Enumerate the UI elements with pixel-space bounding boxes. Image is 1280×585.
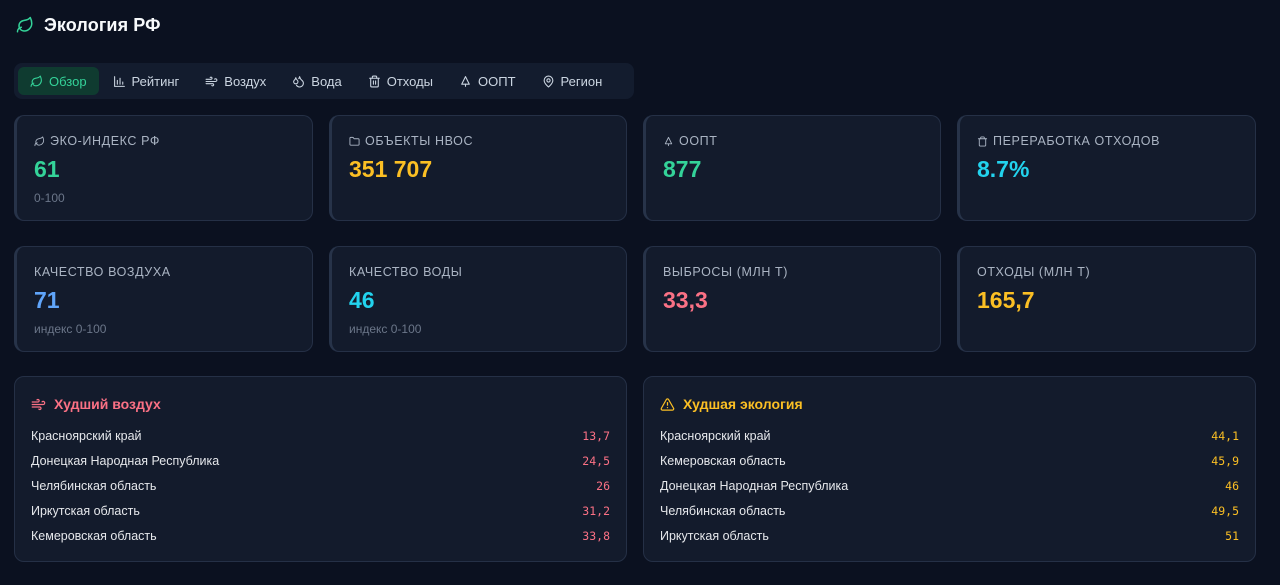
bar-chart-icon [113,75,125,87]
trash-icon [368,75,380,87]
panel-title: Худшая экология [660,396,803,412]
tab-label: Вода [311,73,342,89]
leaf-icon [30,75,42,87]
list-item[interactable]: Кемеровская область 33,8 [31,523,610,548]
tab-label: Воздух [224,73,267,89]
app-title: Экология РФ [44,14,161,35]
list-item[interactable]: Иркутская область 51 [660,523,1239,548]
list-item[interactable]: Челябинская область 49,5 [660,498,1239,523]
stat-sub: 0-100 [34,191,65,205]
region-value: 44,1 [1211,428,1239,443]
stat-card-water-quality: КАЧЕСТВО ВОДЫ 46 индекс 0-100 [329,246,627,352]
region-name: Кемеровская область [660,453,786,468]
panel-title: Худший воздух [31,396,161,412]
region-name: Красноярский край [31,428,142,443]
stat-label: КАЧЕСТВО ВОЗДУХА [34,265,171,279]
region-name: Донецкая Народная Республика [660,478,849,493]
tree-icon [664,136,673,146]
wind-icon [31,398,46,410]
worst-ecology-list: Красноярский край 44,1 Кемеровская област… [660,423,1239,548]
stat-label: ПЕРЕРАБОТКА ОТХОДОВ [977,134,1160,148]
droplets-icon [293,75,305,87]
warning-icon [660,397,675,411]
tab-label: Обзор [49,73,87,89]
panel-worst-ecology: Худшая экология Красноярский край 44,1 Ке… [643,376,1256,562]
stat-label: ЭКО-ИНДЕКС РФ [34,134,160,148]
tab-label: Рейтинг [131,73,180,89]
stat-value: 165,7 [977,287,1035,313]
tab-rating[interactable]: Рейтинг [101,67,192,95]
region-value: 13,7 [582,428,610,443]
list-item[interactable]: Челябинская область 26 [31,473,610,498]
stat-label: ВЫБРОСЫ (МЛН Т) [663,265,789,279]
list-item[interactable]: Донецкая Народная Республика 46 [660,473,1239,498]
tree-icon [461,75,470,87]
region-value: 33,8 [582,528,610,543]
app-header: Экология РФ [16,12,161,38]
stat-value: 61 [34,156,60,182]
region-name: Красноярский край [660,428,771,443]
leaf-icon [34,135,45,146]
stat-card-nvos-objects: ОБЪЕКТЫ НВОС 351 707 [329,115,627,221]
region-name: Кемеровская область [31,528,157,543]
tab-region[interactable]: Регион [530,67,615,95]
tab-label: Отходы [386,73,434,89]
region-name: Челябинская область [660,503,786,518]
trash-icon [977,135,988,147]
stat-card-waste-recycling: ПЕРЕРАБОТКА ОТХОДОВ 8.7% [957,115,1256,221]
region-value: 49,5 [1211,503,1239,518]
map-pin-icon [543,75,553,88]
leaf-icon [16,16,34,34]
stat-value: 33,3 [663,287,708,313]
region-name: Иркутская область [660,528,769,543]
stat-value: 71 [34,287,60,313]
tab-air[interactable]: Воздух [193,67,278,95]
stat-value: 46 [349,287,375,313]
stat-sub: индекс 0-100 [349,322,422,336]
stat-label: ООПТ [663,134,717,148]
region-value: 45,9 [1211,453,1239,468]
tab-label: ООПТ [478,73,516,89]
tab-label: Регион [560,73,603,89]
stat-label: ОТХОДЫ (МЛН Т) [977,265,1091,279]
folder-icon [349,136,360,146]
region-name: Донецкая Народная Республика [31,453,220,468]
region-value: 24,5 [582,453,610,468]
region-value: 51 [1225,528,1239,543]
region-value: 26 [596,478,610,493]
stat-card-protected-areas: ООПТ 877 [643,115,941,221]
panel-worst-air: Худший воздух Красноярский край 13,7 Доне… [14,376,627,562]
tab-protected-areas[interactable]: ООПТ [447,67,528,95]
stat-label: КАЧЕСТВО ВОДЫ [349,265,463,279]
nav-tabs: Обзор Рейтинг Воздух Вода Отходы ООПТ Ре… [14,63,634,99]
worst-air-list: Красноярский край 13,7 Донецкая Народная … [31,423,610,548]
list-item[interactable]: Кемеровская область 45,9 [660,448,1239,473]
stat-card-eco-index: ЭКО-ИНДЕКС РФ 61 0-100 [14,115,313,221]
tab-waste[interactable]: Отходы [356,67,445,95]
stat-value: 351 707 [349,156,433,182]
stat-card-waste: ОТХОДЫ (МЛН Т) 165,7 [957,246,1256,352]
region-name: Иркутская область [31,503,140,518]
region-value: 31,2 [582,503,610,518]
stat-card-emissions: ВЫБРОСЫ (МЛН Т) 33,3 [643,246,941,352]
list-item[interactable]: Красноярский край 13,7 [31,423,610,448]
stat-value: 877 [663,156,702,182]
tab-water[interactable]: Вода [280,67,353,95]
list-item[interactable]: Иркутская область 31,2 [31,498,610,523]
stat-sub: индекс 0-100 [34,322,107,336]
region-name: Челябинская область [31,478,157,493]
wind-icon [205,76,218,86]
list-item[interactable]: Красноярский край 44,1 [660,423,1239,448]
tab-overview[interactable]: Обзор [18,67,99,95]
list-item[interactable]: Донецкая Народная Республика 24,5 [31,448,610,473]
stat-label: ОБЪЕКТЫ НВОС [349,134,473,148]
stat-card-air-quality: КАЧЕСТВО ВОЗДУХА 71 индекс 0-100 [14,246,313,352]
region-value: 46 [1225,478,1239,493]
stat-value: 8.7% [977,156,1030,182]
